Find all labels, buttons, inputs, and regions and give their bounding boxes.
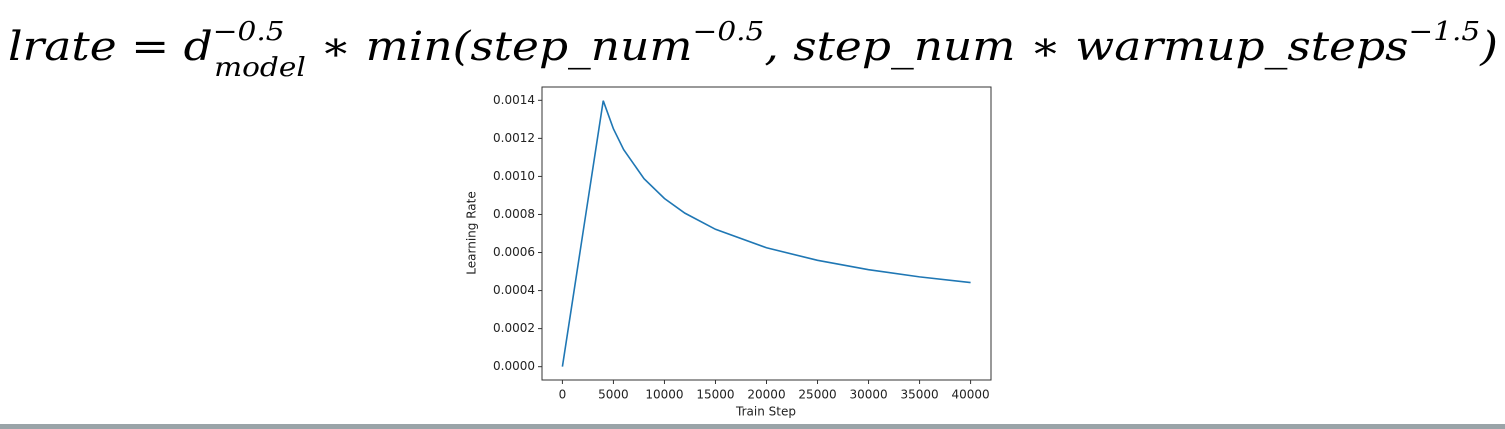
y-tick-label: 0.0002: [493, 321, 535, 335]
y-tick-label: 0.0006: [493, 245, 535, 259]
formula-sup: −0.5: [693, 17, 765, 47]
line: [561, 100, 971, 367]
formula-text: lrate = d: [8, 24, 213, 70]
formula-text: ): [1479, 24, 1498, 70]
x-tick-label: 0: [559, 388, 567, 402]
formula-text: , step_num ∗ warmup_steps: [764, 24, 1408, 70]
x-tick-label: 10000: [645, 388, 683, 402]
y-tick-label: 0.0000: [493, 359, 535, 373]
bottom-bar: [0, 424, 1505, 429]
formula: lrate = d −0.5 model ∗ min(step_num −0.5, s…: [8, 17, 1498, 83]
x-axis-label: Train Step: [735, 405, 796, 419]
x-tick-label: 30000: [849, 388, 887, 402]
y-tick-label: 0.0014: [493, 93, 535, 107]
x-tick-label: 35000: [900, 388, 938, 402]
y-tick-label: 0.0004: [493, 283, 535, 297]
x-tick-label: 40000: [951, 388, 989, 402]
formula-sub: model: [214, 53, 306, 83]
y-tick-label: 0.0008: [493, 207, 535, 221]
y-axis-label: Learning Rate: [465, 191, 479, 274]
y-tick-label: 0.0012: [493, 131, 535, 145]
x-tick-label: 25000: [798, 388, 836, 402]
x-tick-label: 20000: [747, 388, 785, 402]
formula-text: ∗ min(step_num: [306, 24, 693, 70]
x-tick-label: 5000: [598, 388, 629, 402]
formula-sup: −1.5: [1408, 17, 1480, 47]
y-tick-label: 0.0010: [493, 169, 535, 183]
x-tick-label: 15000: [696, 388, 734, 402]
formula-sup: −0.5: [213, 17, 285, 47]
